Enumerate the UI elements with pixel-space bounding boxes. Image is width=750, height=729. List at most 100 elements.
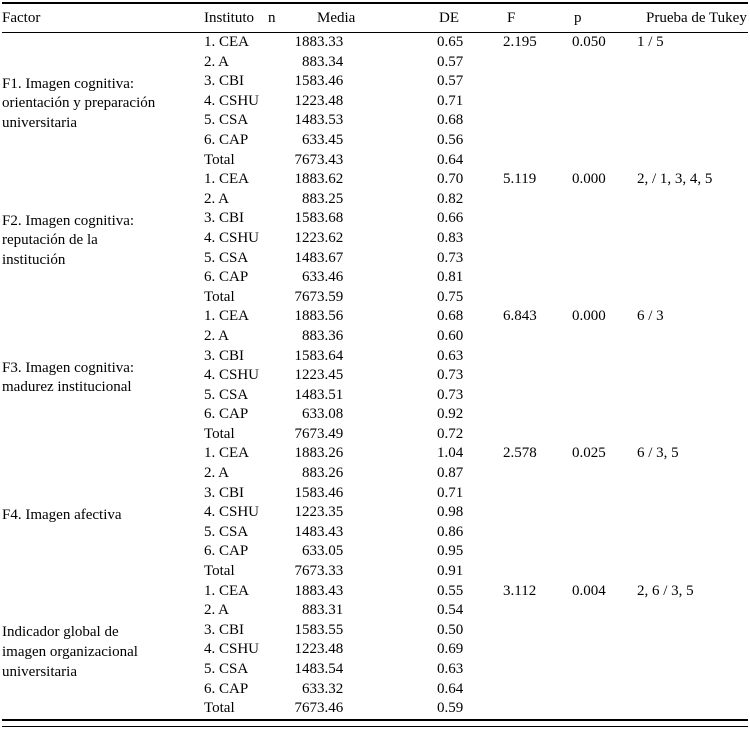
table-row: F3. Imagen cognitiva: madurez institucio… <box>2 307 748 395</box>
col-header-instituto: Instituto <box>204 3 268 33</box>
cell-p: 0.000 <box>572 171 606 188</box>
cell-n: 188 <box>294 582 318 599</box>
cell-media: 3.36 <box>317 327 344 344</box>
cell-de: 0.86 <box>437 523 464 540</box>
cell-f <box>503 347 572 367</box>
cell-de: 0.68 <box>437 112 464 129</box>
cell-n: 188 <box>294 308 318 325</box>
factor-line: reputación de la <box>2 232 98 249</box>
table-row: 3. CBI 158 3.46 0.71 <box>2 484 748 504</box>
cell-media: 3.67 <box>317 249 344 266</box>
cell-de: 0.65 <box>437 34 464 50</box>
cell-instituto: 6. CAP <box>204 269 249 286</box>
cell-p <box>572 131 637 151</box>
cell-media: 3.48 <box>317 641 344 658</box>
cell-instituto: 6. CAP <box>204 680 249 697</box>
cell-instituto: 2. A <box>204 327 230 344</box>
cell-media: 3.51 <box>317 386 344 403</box>
cell-tukey <box>637 268 748 288</box>
table-row: F1. Imagen cognitiva: orientación y prep… <box>2 33 748 131</box>
factor-label-f3: F3. Imagen cognitiva: madurez institucio… <box>2 307 204 444</box>
cell-de: 0.81 <box>437 269 464 286</box>
cell-p <box>572 601 637 621</box>
cell-de: 0.63 <box>437 661 464 677</box>
cell-f <box>503 72 572 92</box>
cell-f: 3.112 <box>503 582 537 599</box>
cell-instituto: Total <box>204 288 235 305</box>
cell-p <box>572 386 637 406</box>
cell-tukey: 6 / 3, 5 <box>637 445 679 462</box>
cell-n: 148 <box>294 661 318 677</box>
cell-de: 1.04 <box>437 445 464 462</box>
cell-tukey <box>637 660 748 680</box>
cell-p <box>572 190 637 210</box>
factor-line: Indicador global de <box>2 624 119 641</box>
table-row: Total 767 3.49 0.72 <box>2 425 748 445</box>
cell-p <box>572 523 637 543</box>
col-header-f: F <box>503 3 572 33</box>
cell-n: 122 <box>294 229 318 246</box>
factor-label-global: Indicador global de imagen organizaciona… <box>2 582 204 720</box>
cell-p <box>572 464 637 484</box>
cell-instituto: 2. A <box>204 53 230 70</box>
factor-line: F2. Imagen cognitiva: <box>2 212 135 229</box>
cell-tukey <box>637 464 748 484</box>
cell-p: 0.050 <box>572 34 606 50</box>
factor-line: orientación y preparación <box>2 95 156 112</box>
cell-n: 158 <box>294 73 318 90</box>
cell-instituto: 6. CAP <box>204 543 249 560</box>
cell-f <box>503 386 572 406</box>
cell-f <box>503 288 572 308</box>
cell-instituto: 1. CEA <box>204 34 249 50</box>
cell-f <box>503 131 572 151</box>
cell-de: 0.95 <box>437 543 464 560</box>
cell-tukey <box>637 72 748 92</box>
cell-p: 0.000 <box>572 308 606 325</box>
factor-line: universitaria <box>2 114 77 131</box>
cell-tukey <box>637 190 748 210</box>
cell-n: 63 <box>302 406 317 423</box>
cell-tukey <box>637 503 748 523</box>
cell-media: 3.62 <box>317 171 344 188</box>
table-row: 3. CBI 158 3.46 0.57 <box>2 72 748 92</box>
cell-n: 158 <box>294 347 318 364</box>
cell-n: 767 <box>294 563 318 580</box>
cell-p <box>572 640 637 660</box>
cell-instituto: 2. A <box>204 602 230 619</box>
cell-f <box>503 425 572 445</box>
table-bottom-rule <box>2 726 748 728</box>
col-header-p: p <box>572 3 637 33</box>
cell-p <box>572 405 637 425</box>
cell-n: 88 <box>302 602 317 619</box>
cell-de: 0.64 <box>437 680 464 697</box>
cell-instituto: 2. A <box>204 190 230 207</box>
cell-f <box>503 484 572 504</box>
table-header-row: Factor Instituto n Media DE F p Prueba d… <box>2 3 748 33</box>
cell-p <box>572 484 637 504</box>
cell-f <box>503 405 572 425</box>
cell-n: 88 <box>302 53 317 70</box>
cell-n: 158 <box>294 210 318 227</box>
cell-f: 5.119 <box>503 171 537 188</box>
cell-f <box>503 229 572 249</box>
cell-f: 2.578 <box>503 445 537 462</box>
cell-tukey <box>637 347 748 367</box>
cell-de: 0.57 <box>437 73 464 90</box>
cell-p <box>572 347 637 367</box>
cell-tukey <box>637 425 748 445</box>
cell-n: 188 <box>294 171 318 188</box>
table-row: 6. CAP 63 3.32 0.64 <box>2 680 748 700</box>
cell-instituto: 4. CSHU <box>204 504 260 521</box>
cell-media: 3.46 <box>317 73 344 90</box>
cell-instituto: 5. CSA <box>204 523 249 540</box>
cell-f <box>503 53 572 73</box>
col-header-media: Media <box>317 3 437 33</box>
cell-p <box>572 503 637 523</box>
cell-p <box>572 699 637 720</box>
table-row: 4. CSHU 122 3.35 0.98 <box>2 503 748 523</box>
cell-tukey <box>637 523 748 543</box>
cell-f <box>503 680 572 700</box>
cell-p <box>572 111 637 131</box>
cell-tukey <box>637 111 748 131</box>
cell-media: 3.45 <box>317 367 344 384</box>
